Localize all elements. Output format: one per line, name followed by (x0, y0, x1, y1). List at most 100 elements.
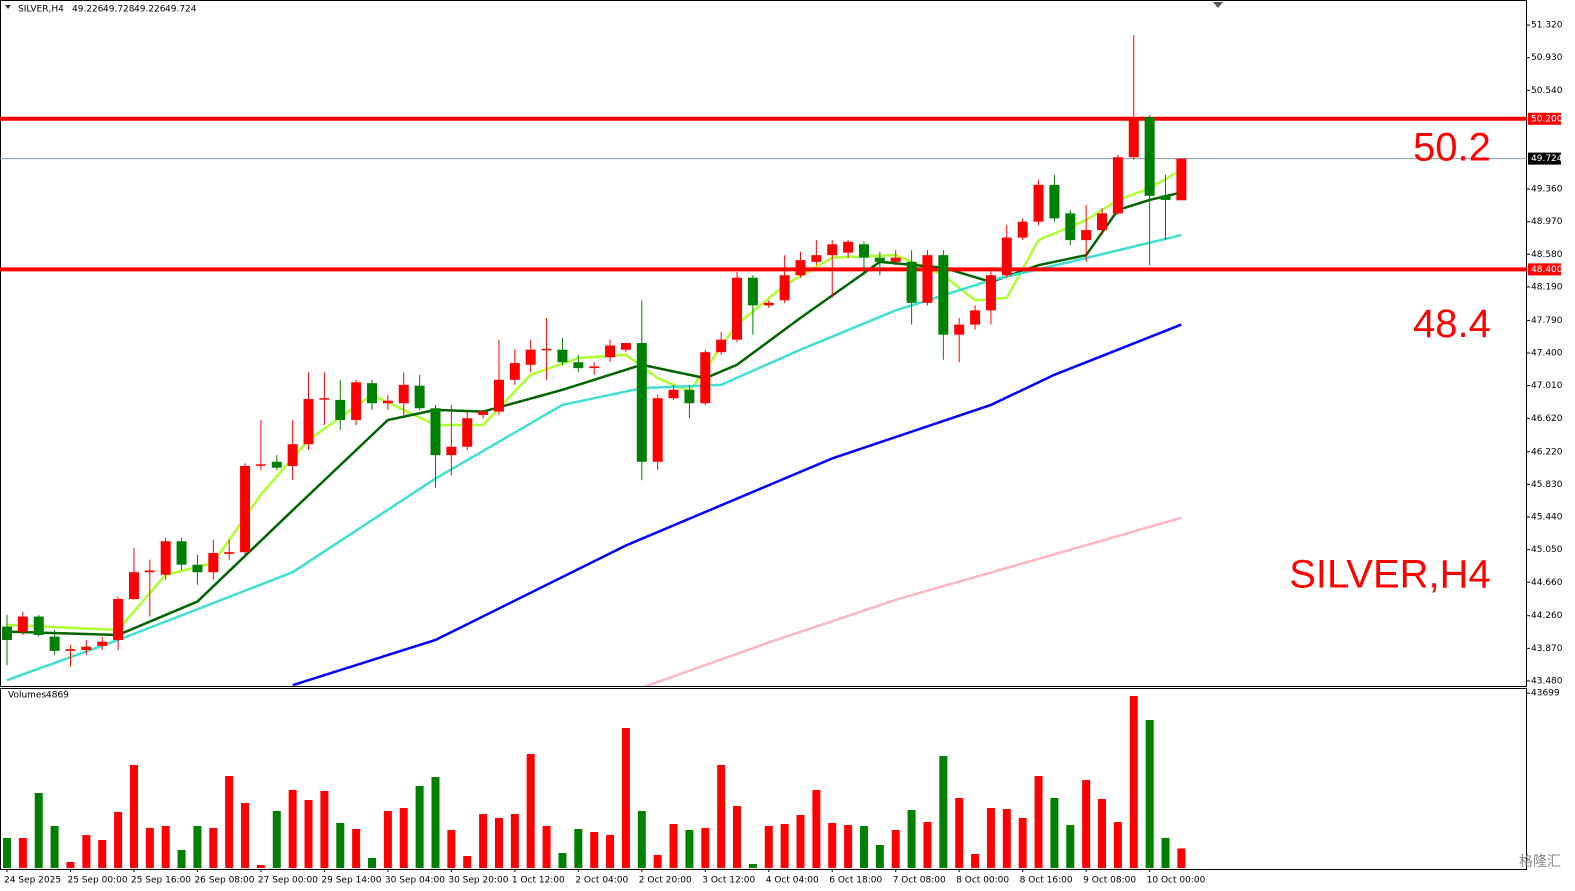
watermark: 格隆汇 (1519, 854, 1561, 870)
price-panel (0, 0, 1527, 687)
volume-bar (669, 824, 678, 868)
volume-bar (98, 840, 107, 868)
x-tick-label: 6 Oct 18:00 (829, 876, 882, 886)
candle-body (240, 465, 251, 553)
x-tick-label: 1 Oct 12:00 (512, 876, 565, 886)
candle-body (128, 572, 139, 599)
header-icon (5, 5, 11, 9)
candle-body (589, 366, 600, 369)
x-tick-label: 25 Sep 00:00 (67, 876, 127, 886)
y-tick-label: 43.480 (1531, 676, 1563, 686)
y-tick-label: 44.260 (1531, 611, 1563, 621)
volume-tick-label: 43699 (1531, 689, 1560, 699)
x-tick-label: 27 Sep 00:00 (258, 876, 318, 886)
candle-body (176, 541, 187, 565)
y-tick-label: 47.400 (1531, 349, 1563, 359)
level-tag-label: 48.400 (1531, 265, 1563, 275)
volume-bar (780, 824, 789, 868)
x-tick-label: 24 Sep 2025 (4, 876, 61, 886)
candle-body (81, 646, 92, 651)
volume-bar (637, 811, 646, 868)
candle-body (1049, 184, 1060, 219)
candle-body (208, 552, 219, 573)
volume-bar (463, 856, 472, 868)
candle-body (303, 399, 314, 445)
volume-bar (145, 828, 154, 868)
volume-bar (1082, 780, 1091, 868)
candle-body (17, 616, 28, 632)
y-tick-label: 46.620 (1531, 414, 1563, 424)
volume-bar (114, 812, 123, 868)
candle-body (462, 418, 473, 447)
x-tick-label: 25 Sep 16:00 (131, 876, 191, 886)
moving-average (6, 191, 1182, 637)
candle-body (1001, 237, 1012, 276)
candle-body (922, 255, 933, 303)
volume-bar (590, 832, 599, 868)
volume-bar (717, 765, 726, 868)
candle-body (65, 649, 76, 651)
volume-bar (971, 854, 980, 868)
volume-bar (510, 814, 519, 868)
volume-bar (383, 811, 392, 868)
volume-bar (494, 818, 503, 868)
moving-average (292, 323, 1182, 686)
y-tick-label: 50.540 (1531, 86, 1563, 96)
y-tick-label: 48.190 (1531, 282, 1563, 292)
volume-bar (1066, 825, 1075, 868)
candle-body (668, 389, 679, 399)
volume-bar (1177, 848, 1186, 868)
volume-bar (685, 830, 694, 868)
candle-body (541, 348, 552, 351)
volume-bar (748, 864, 757, 868)
candle-body (525, 349, 536, 365)
level-annotation: 48.4 (1413, 302, 1491, 346)
candle-body (493, 379, 504, 412)
y-tick-label: 50.930 (1531, 53, 1563, 63)
volume-bar (431, 777, 440, 868)
candle-body (747, 277, 758, 306)
volume-bar (1113, 822, 1122, 868)
volume-bar (796, 815, 805, 868)
volume-bar (923, 822, 932, 868)
y-tick-label: 48.580 (1531, 250, 1563, 260)
x-tick-label: 2 Oct 04:00 (575, 876, 628, 886)
y-tick-label: 45.050 (1531, 545, 1563, 555)
candle-body (763, 302, 774, 306)
volume-bar (955, 798, 964, 868)
candle-body (1128, 118, 1139, 158)
header-close: 49.724 (165, 5, 197, 15)
candle-body (446, 446, 457, 456)
candle-body (430, 408, 441, 456)
candle-body (985, 275, 996, 311)
candle-body (319, 398, 330, 400)
candle-body (779, 275, 790, 301)
volume-bar (272, 811, 281, 868)
candle-body (970, 310, 981, 325)
volume-bar (320, 791, 329, 868)
volume-bar (18, 838, 27, 868)
candle-body (192, 564, 203, 573)
level-tag (1528, 112, 1561, 125)
current-price-label: 49.724 (1531, 154, 1563, 164)
candle-body (382, 400, 393, 404)
candle-body (97, 641, 108, 646)
candle-body (398, 384, 409, 404)
x-tick-label: 26 Sep 08:00 (194, 876, 254, 886)
header-open: 49.226 (72, 5, 104, 15)
volume-bar (193, 826, 202, 868)
candle-body (1112, 157, 1123, 214)
candle-body (160, 541, 171, 575)
volume-bar (764, 826, 773, 868)
volume-bar (1002, 809, 1011, 868)
volume-bar (986, 808, 995, 868)
volume-bar (82, 835, 91, 868)
candle-body (795, 260, 806, 276)
y-tick-label: 47.010 (1531, 381, 1563, 391)
x-tick-label: 10 Oct 00:00 (1147, 876, 1206, 886)
candle-body (605, 345, 616, 358)
volume-bar (368, 858, 377, 868)
candle-body (1144, 117, 1155, 196)
volume-bar (241, 803, 250, 868)
